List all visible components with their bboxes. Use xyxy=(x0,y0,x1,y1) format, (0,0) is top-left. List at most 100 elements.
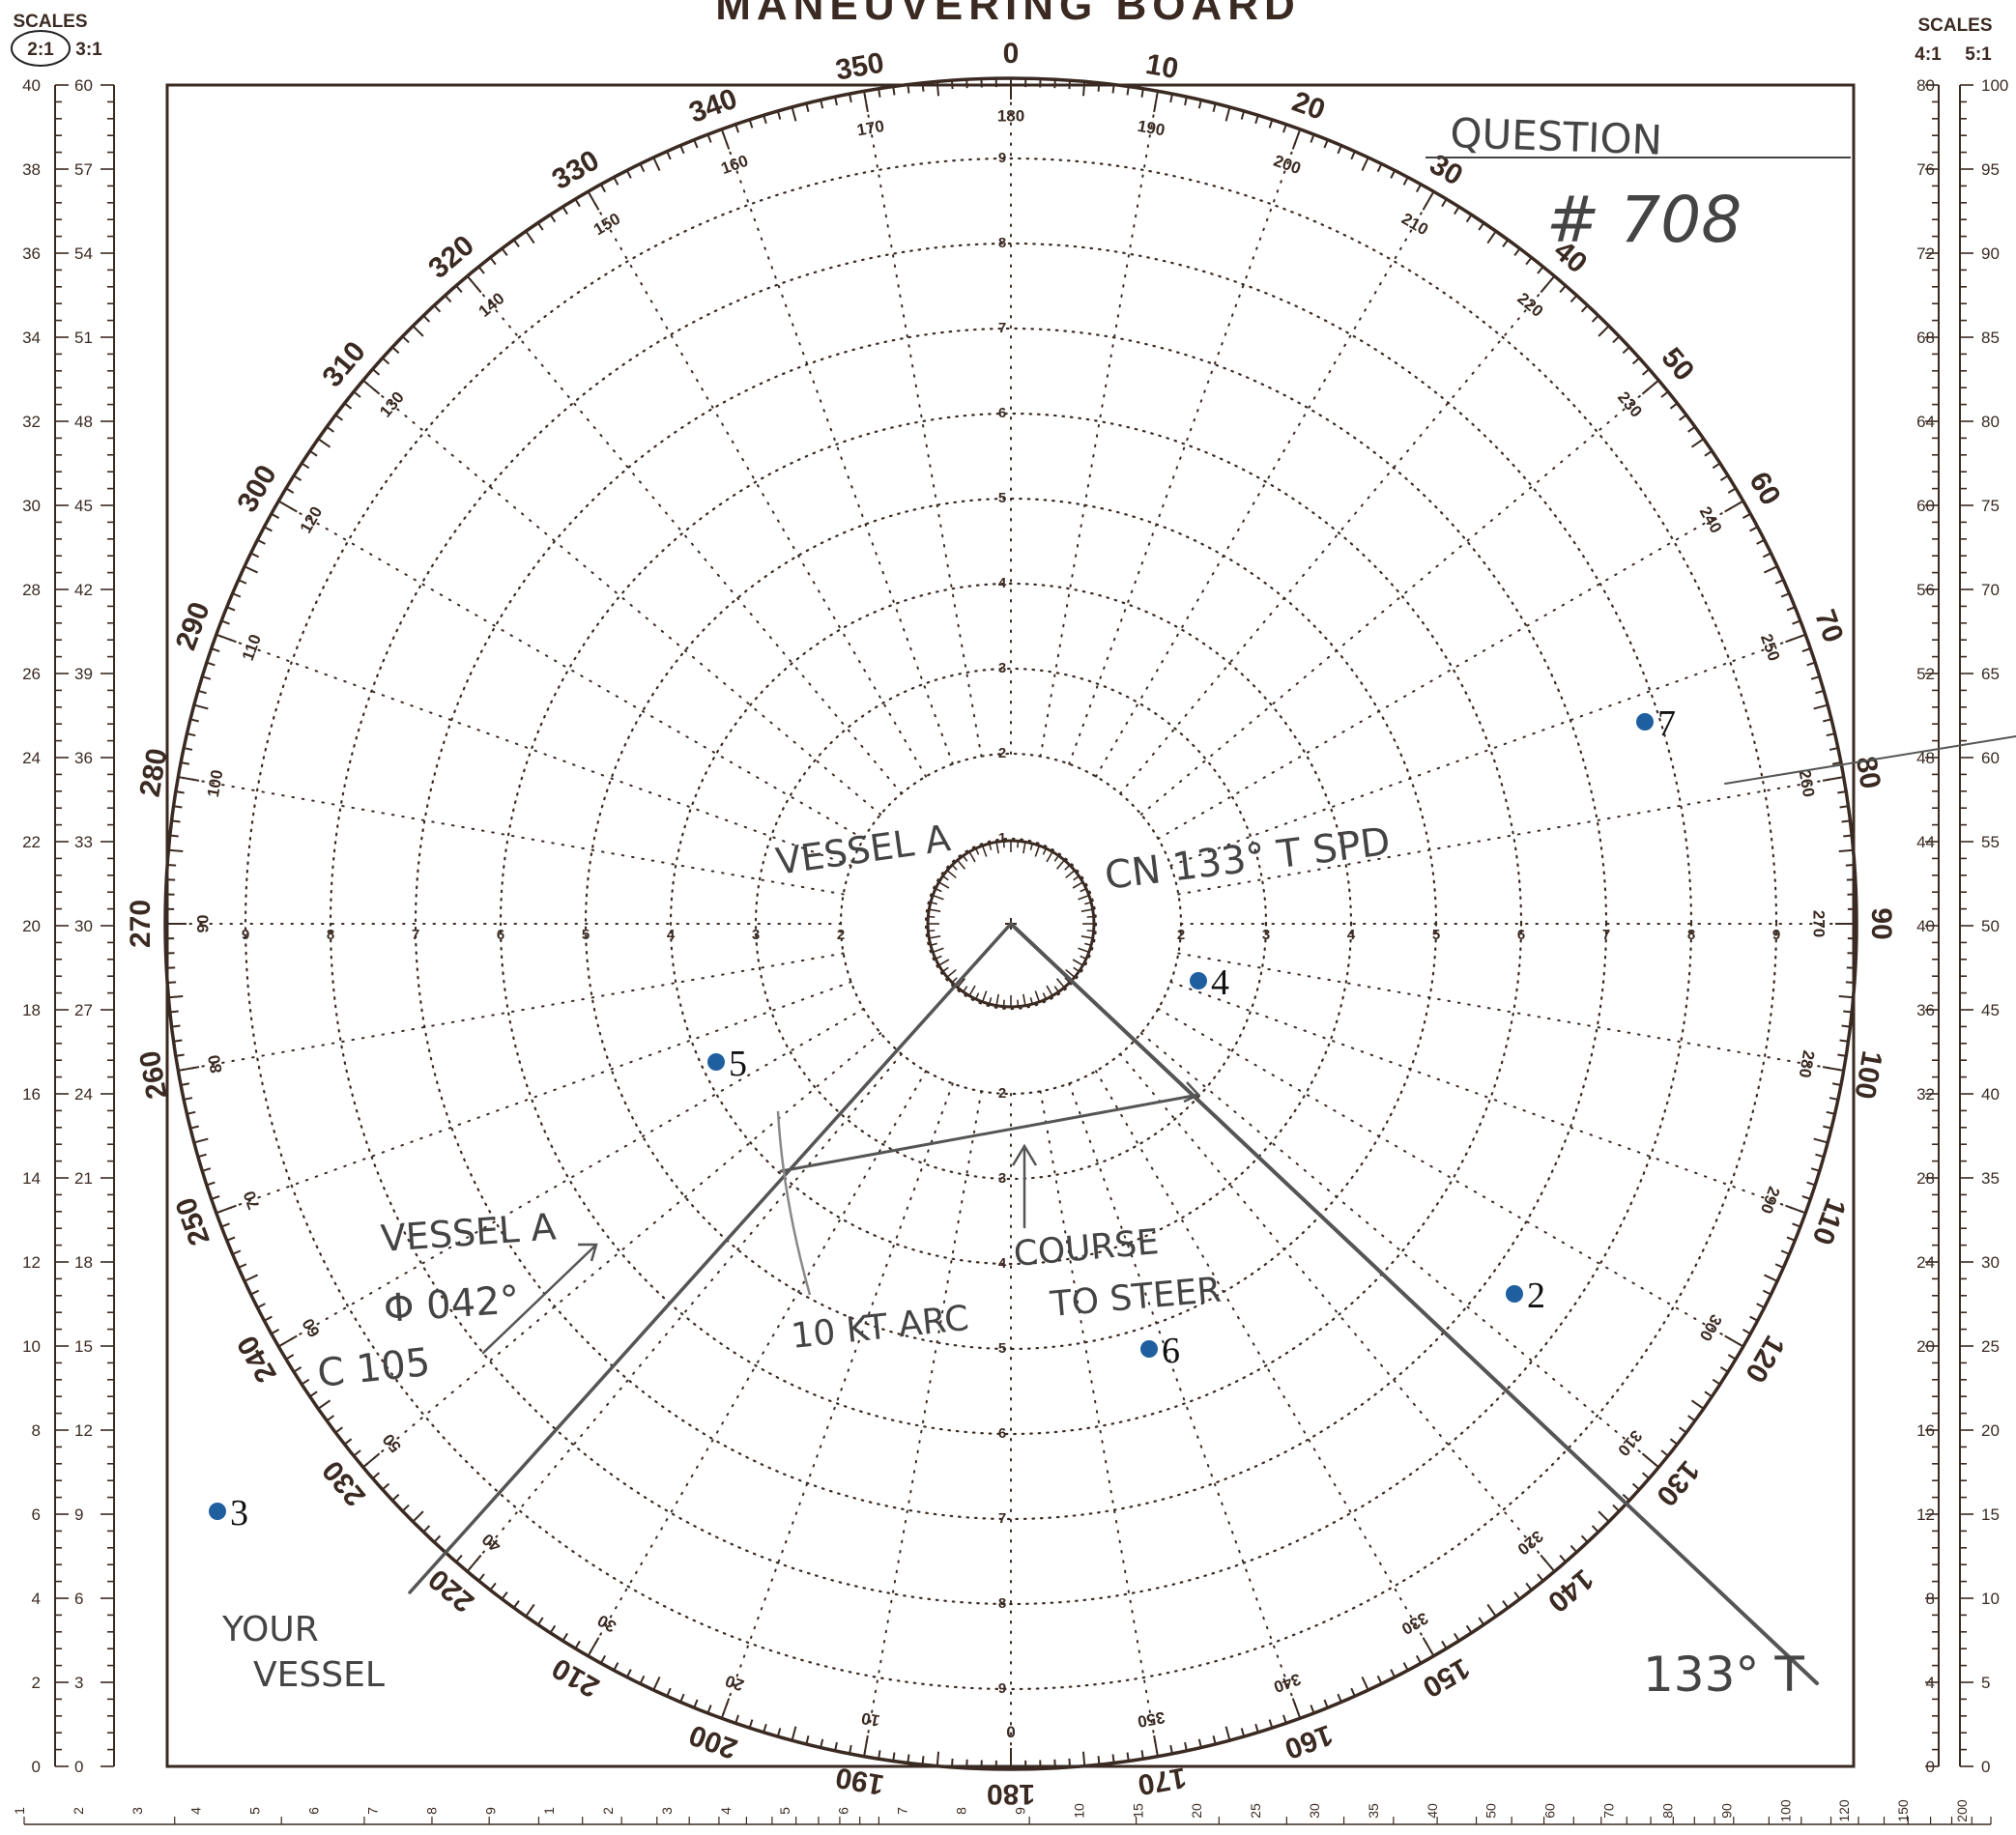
degree-tick xyxy=(1126,1752,1130,1762)
log-scale-label: 35 xyxy=(1366,1803,1381,1819)
degree-tick xyxy=(1197,100,1202,109)
radial-line-260 xyxy=(177,952,845,1072)
center-compass-tick xyxy=(930,942,937,947)
degree-tick xyxy=(1454,1632,1460,1642)
left-scale-a-label: 14 xyxy=(22,1169,41,1188)
degree-tick xyxy=(1153,91,1159,113)
radial-line-250 xyxy=(215,981,852,1215)
degree-tick xyxy=(238,579,247,585)
bearing-label-outer: 290 xyxy=(170,598,216,654)
degree-tick xyxy=(1786,1236,1796,1242)
degree-tick xyxy=(501,247,508,256)
degree-tick xyxy=(1690,438,1705,448)
degree-tick xyxy=(1559,284,1567,294)
log-scale-label: 60 xyxy=(1542,1803,1558,1819)
degree-tick xyxy=(1845,863,1855,867)
radial-line-70 xyxy=(1169,633,1807,867)
degree-tick xyxy=(666,1687,672,1697)
marker-6-label: 6 xyxy=(1162,1331,1180,1371)
side-scales: 0246810121416182022242628303234363840036… xyxy=(22,76,2008,1776)
degree-tick xyxy=(1513,247,1521,256)
ring-distance-label: 7 xyxy=(998,1510,1006,1527)
question-label: QUESTION xyxy=(1450,109,1663,164)
left-scale-b-label: 6 xyxy=(74,1590,83,1608)
right-scale-a-label: 52 xyxy=(1916,665,1935,683)
degree-tick xyxy=(216,633,237,644)
degree-tick xyxy=(1570,1544,1578,1553)
degree-tick xyxy=(1813,1137,1829,1144)
marker-7-label: 7 xyxy=(1657,703,1676,744)
radial-line-340 xyxy=(720,128,954,765)
log-scale-label: 150 xyxy=(1895,1799,1911,1822)
degree-tick xyxy=(1513,1591,1521,1600)
bearing-label-outer: 60 xyxy=(1742,467,1786,510)
left-scale-a-label: 4 xyxy=(32,1590,41,1608)
right-scale-ratio-a: 4:1 xyxy=(1915,44,1942,65)
right-scale-a-label: 16 xyxy=(1916,1421,1935,1440)
degree-tick xyxy=(1612,335,1621,344)
center-compass-tick xyxy=(1080,908,1093,912)
vessel-a-note-1: VESSEL A xyxy=(380,1205,558,1260)
right-scale-a-label: 48 xyxy=(1916,749,1935,767)
right-scale-a-label: 64 xyxy=(1916,413,1935,431)
numbered-markers: 2 3 4 5 6 7 xyxy=(209,703,1676,1534)
center-compass-tick xyxy=(963,986,968,992)
center-compass-tick xyxy=(957,978,966,989)
degree-tick xyxy=(1212,102,1217,112)
bearing-label-inner: 290 xyxy=(1757,1184,1784,1216)
left-scale-a-label: 26 xyxy=(22,665,41,683)
degree-tick xyxy=(1169,1744,1173,1755)
center-compass-tick xyxy=(946,968,957,978)
degree-tick xyxy=(1224,106,1231,122)
bearing-label-outer: 0 xyxy=(1003,38,1020,70)
degree-tick xyxy=(433,304,442,313)
degree-tick xyxy=(1570,295,1578,303)
center-compass-tick xyxy=(1055,978,1065,989)
range-ring-4 xyxy=(669,582,1353,1266)
course-to-steer-vector xyxy=(779,1093,1200,1173)
right-scale-b-label: 25 xyxy=(1981,1337,2000,1356)
degree-tick xyxy=(921,1756,925,1765)
log-scale-label: 5 xyxy=(777,1807,792,1815)
center-compass-tick xyxy=(1073,966,1080,972)
degree-tick xyxy=(206,1181,216,1187)
your-vessel-line xyxy=(408,922,1013,1594)
degree-tick xyxy=(309,1391,318,1398)
degree-tick xyxy=(326,1415,334,1422)
log-scale-label: 40 xyxy=(1425,1803,1440,1819)
degree-tick xyxy=(444,295,452,303)
log-scale-label: 7 xyxy=(364,1807,380,1815)
degree-tick xyxy=(536,1617,544,1625)
center-compass-tick xyxy=(963,855,968,862)
radial-line-290 xyxy=(215,633,852,867)
degree-tick xyxy=(256,1303,266,1309)
degree-tick xyxy=(1679,414,1687,421)
degree-tick xyxy=(849,1744,852,1755)
left-scale-a-label: 8 xyxy=(32,1421,41,1440)
radial-line-310 xyxy=(361,379,882,816)
center-compass-tick xyxy=(932,894,944,901)
bearing-label-outer: 140 xyxy=(1541,1563,1599,1618)
bearing-label-inner: 170 xyxy=(855,117,885,140)
degree-tick xyxy=(1525,1582,1533,1591)
degree-tick xyxy=(1402,176,1409,186)
left-scale-a-label: 40 xyxy=(22,76,41,95)
bearing-label-inner: 70 xyxy=(240,1189,263,1212)
bearing-extension-line xyxy=(1724,735,2016,785)
ring-distance-label: 6 xyxy=(998,1425,1006,1442)
degree-tick xyxy=(599,184,607,193)
degree-tick xyxy=(1068,80,1072,90)
right-scale-b-label: 45 xyxy=(1981,1001,2000,1019)
degree-tick xyxy=(1282,124,1287,133)
right-scale-b-label: 20 xyxy=(1981,1421,2000,1440)
left-scale-b-label: 30 xyxy=(74,917,93,935)
bearing-label-outer: 270 xyxy=(125,900,157,948)
degree-tick xyxy=(1831,1082,1842,1086)
right-scale-a-label: 76 xyxy=(1916,160,1935,179)
your-vessel-1: YOUR xyxy=(221,1610,319,1649)
degree-tick xyxy=(1478,222,1485,231)
degree-tick xyxy=(1580,304,1589,313)
degree-tick xyxy=(1169,93,1173,103)
marker-4-dot xyxy=(1190,972,1207,989)
ring-distance-label: 9 xyxy=(998,150,1006,166)
